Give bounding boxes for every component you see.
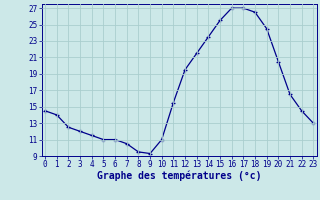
X-axis label: Graphe des températures (°c): Graphe des températures (°c) xyxy=(97,171,261,181)
